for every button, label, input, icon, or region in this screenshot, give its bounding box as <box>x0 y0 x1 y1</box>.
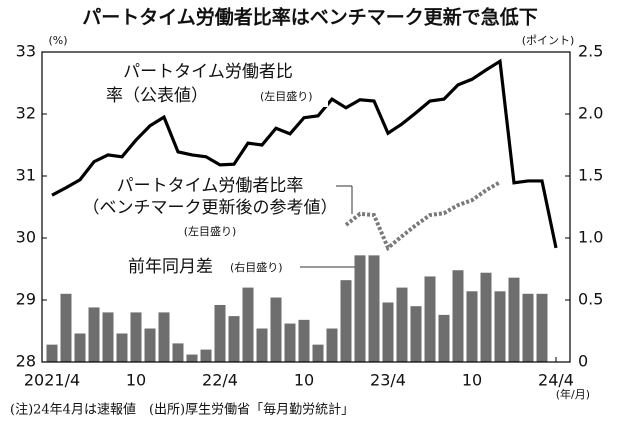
label-bg <box>90 175 330 197</box>
series-note: (左目盛り) <box>260 89 313 103</box>
bar <box>298 319 310 362</box>
x-tick-label: 10 <box>462 371 482 390</box>
bar <box>200 349 212 362</box>
bar <box>508 277 520 362</box>
series-label: パートタイム労働者比 <box>123 62 293 82</box>
y2-tick-label: 1.0 <box>578 228 603 247</box>
bar <box>480 272 492 362</box>
bar <box>158 312 170 362</box>
line <box>51 58 558 249</box>
bar <box>312 344 324 362</box>
dashed-line <box>344 180 501 252</box>
bar <box>116 333 128 362</box>
bar <box>46 344 58 362</box>
label-bg <box>90 197 330 219</box>
y2-tick-label: 2.0 <box>578 104 603 123</box>
bar <box>256 328 268 362</box>
series-note: (左目盛り) <box>184 224 237 238</box>
bar <box>340 280 352 362</box>
y2-tick-label: 2.5 <box>578 42 603 61</box>
bar <box>424 276 436 362</box>
bar <box>452 270 464 362</box>
bar <box>144 328 156 362</box>
bar <box>130 312 142 362</box>
x-tick-label: 2021/4 <box>24 371 80 390</box>
bar <box>466 291 478 362</box>
y-axis-label: (%) <box>48 34 67 47</box>
series-label: 率（公表値） <box>106 86 208 106</box>
y-tick-label: 33 <box>16 42 36 61</box>
chart-title: パートタイム労働者比率はベンチマーク更新で急低下 <box>82 6 538 29</box>
bar <box>326 328 338 362</box>
bar <box>88 307 100 362</box>
bar <box>270 297 282 362</box>
bar <box>536 293 548 362</box>
bar <box>368 255 380 362</box>
x-axis-unit: (年/月) <box>556 387 590 401</box>
x-tick-label: 24/4 <box>538 371 574 390</box>
series-note: (右目盛り) <box>230 260 283 274</box>
y-tick-label: 31 <box>16 166 36 185</box>
bar <box>74 333 86 362</box>
y2-axis-label: (ポイント) <box>522 34 575 47</box>
bar <box>438 314 450 362</box>
bar <box>354 255 366 362</box>
y2-tick-label: 1.5 <box>578 166 603 185</box>
x-tick-label: 23/4 <box>370 371 406 390</box>
bar <box>522 293 534 362</box>
bar <box>284 323 296 362</box>
y2-tick-label: 0 <box>578 352 588 371</box>
x-tick-label: 10 <box>126 371 146 390</box>
y-tick-label: 28 <box>16 352 36 371</box>
bar <box>172 343 184 362</box>
y2-tick-label: 0.5 <box>578 290 603 309</box>
y-tick-label: 30 <box>16 228 36 247</box>
label-bg <box>88 61 328 83</box>
footnote: (注)24年4月は速報値 (出所)厚生労働省「毎月勤労統計」 <box>10 402 354 418</box>
bar <box>186 354 198 362</box>
plot-frame <box>41 51 571 363</box>
bar <box>494 291 506 362</box>
series-label: パートタイム労働者比率 <box>117 176 304 196</box>
bar <box>382 302 394 362</box>
series-label: 前年同月差 <box>128 257 213 277</box>
bar <box>410 306 422 362</box>
bar <box>396 287 408 362</box>
bar <box>214 304 226 362</box>
x-tick-label: 10 <box>294 371 314 390</box>
label-bg <box>88 85 328 107</box>
bar <box>242 287 254 362</box>
bar <box>60 293 72 362</box>
bar <box>228 316 240 362</box>
y-tick-label: 29 <box>16 290 36 309</box>
bar <box>102 312 114 362</box>
y-tick-label: 32 <box>16 104 36 123</box>
series-label: （ベンチマーク更新後の参考値） <box>83 198 338 218</box>
x-tick-label: 22/4 <box>202 371 238 390</box>
